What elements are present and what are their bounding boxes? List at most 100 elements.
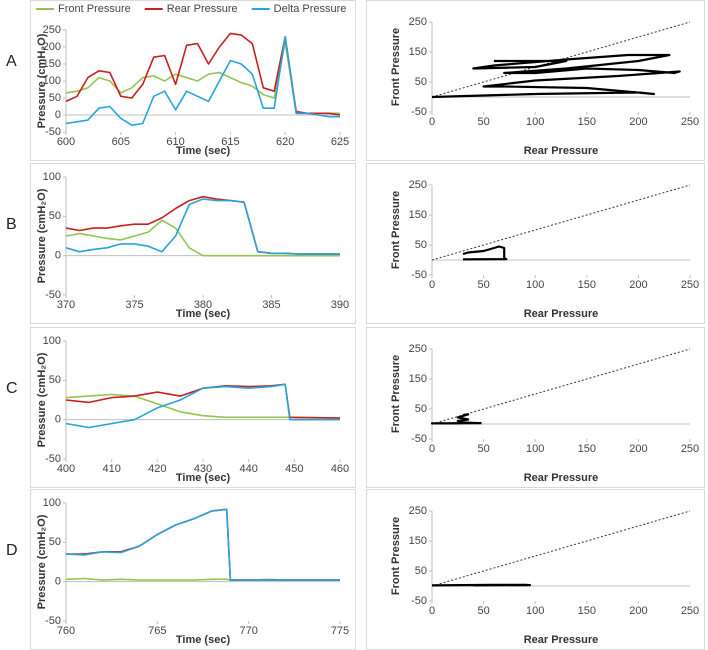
panel-frame [30, 327, 356, 488]
x-tick-label: 440 [239, 463, 257, 475]
x-tick-label: 605 [112, 136, 130, 148]
panel-frame [30, 163, 356, 324]
y-axis-label: Front Pressure [390, 355, 402, 433]
x-tick-label: 250 [681, 116, 699, 128]
series-line [65, 383, 341, 419]
y-tick-label: 250 [409, 179, 427, 191]
identity-line [431, 21, 691, 98]
series-line [462, 245, 508, 261]
x-tick-label: 430 [194, 463, 212, 475]
y-tick-label: 50 [415, 403, 427, 415]
series-line [65, 219, 340, 257]
panel-label: B [6, 216, 17, 233]
y-tick-label: 50 [49, 92, 61, 104]
y-tick-label: 150 [409, 209, 427, 221]
x-tick-label: 100 [526, 443, 544, 455]
x-tick-label: 100 [526, 605, 544, 617]
x-tick-label: 150 [578, 116, 596, 128]
x-tick-label: 625 [331, 136, 349, 148]
x-axis-label: Rear Pressure [524, 634, 599, 646]
x-tick-label: 50 [477, 443, 489, 455]
x-tick-label: 385 [262, 299, 280, 311]
y-tick-label: 250 [409, 16, 427, 28]
x-axis-label: Time (sec) [176, 308, 231, 320]
x-axis-label: Rear Pressure [524, 308, 599, 320]
x-tick-label: 380 [194, 299, 212, 311]
x-tick-label: 370 [57, 299, 75, 311]
x-tick-label: 375 [125, 299, 143, 311]
x-tick-label: 150 [578, 279, 596, 291]
x-tick-label: 100 [526, 116, 544, 128]
x-axis-label: Time (sec) [176, 634, 231, 646]
y-tick-label: 150 [409, 535, 427, 547]
series-line [431, 53, 681, 99]
identity-line [431, 510, 691, 587]
x-tick-label: 410 [102, 463, 120, 475]
legend-label: Delta Pressure [274, 3, 347, 15]
panel-frame [366, 327, 705, 488]
y-tick-label: 250 [43, 24, 61, 36]
panel-frame [30, 0, 356, 161]
x-tick-label: 200 [629, 116, 647, 128]
series-line [65, 383, 340, 429]
y-tick-label: 100 [43, 75, 61, 87]
y-axis-label: Pressure (cmH₂O) [36, 352, 48, 447]
series-line [430, 413, 482, 425]
y-tick-label: -50 [411, 433, 427, 445]
x-tick-label: 100 [526, 279, 544, 291]
x-tick-label: 50 [477, 116, 489, 128]
y-tick-label: 50 [49, 536, 61, 548]
y-axis-label: Front Pressure [390, 191, 402, 269]
y-tick-label: 0 [55, 414, 61, 426]
series-line [65, 198, 340, 255]
y-tick-label: 150 [409, 46, 427, 58]
x-tick-label: 0 [429, 279, 435, 291]
y-tick-label: -50 [411, 269, 427, 281]
panel-label: C [6, 380, 18, 397]
y-axis-label: Pressure (cmH₂O) [36, 514, 48, 609]
x-tick-label: 770 [239, 625, 257, 637]
y-tick-label: 50 [49, 210, 61, 222]
x-tick-label: 150 [578, 443, 596, 455]
panel-frame [30, 489, 356, 650]
y-tick-label: -50 [411, 595, 427, 607]
x-tick-label: 250 [681, 443, 699, 455]
series-line [431, 583, 532, 587]
y-tick-label: -50 [45, 615, 61, 627]
panel-frame [366, 0, 705, 161]
x-tick-label: 0 [429, 116, 435, 128]
x-tick-label: 0 [429, 443, 435, 455]
x-tick-label: 450 [285, 463, 303, 475]
y-tick-label: 150 [409, 373, 427, 385]
x-tick-label: 200 [629, 279, 647, 291]
x-tick-label: 460 [331, 463, 349, 475]
y-tick-label: 150 [43, 58, 61, 70]
y-tick-label: 100 [43, 335, 61, 347]
x-tick-label: 400 [57, 463, 75, 475]
y-tick-label: 200 [43, 41, 61, 53]
panel-label: A [6, 53, 17, 70]
y-axis-label: Front Pressure [390, 28, 402, 106]
identity-line [431, 184, 691, 261]
y-axis-label: Pressure (cmH₂O) [36, 33, 48, 128]
y-tick-label: -50 [411, 106, 427, 118]
x-tick-label: 620 [276, 136, 294, 148]
y-tick-label: 50 [49, 374, 61, 386]
legend-label: Rear Pressure [167, 3, 238, 15]
x-tick-label: 200 [629, 443, 647, 455]
identity-line [431, 348, 691, 425]
y-tick-label: 100 [43, 497, 61, 509]
x-tick-label: 775 [331, 625, 349, 637]
x-tick-label: 150 [578, 605, 596, 617]
x-tick-label: 0 [429, 605, 435, 617]
y-tick-label: 50 [415, 239, 427, 251]
x-tick-label: 50 [477, 279, 489, 291]
x-tick-label: 765 [148, 625, 166, 637]
x-tick-label: 200 [629, 605, 647, 617]
y-tick-label: 250 [409, 505, 427, 517]
y-tick-label: 0 [55, 250, 61, 262]
series-line [65, 195, 340, 255]
x-axis-label: Time (sec) [176, 145, 231, 157]
x-tick-label: 600 [57, 136, 75, 148]
x-axis-label: Time (sec) [176, 472, 231, 484]
